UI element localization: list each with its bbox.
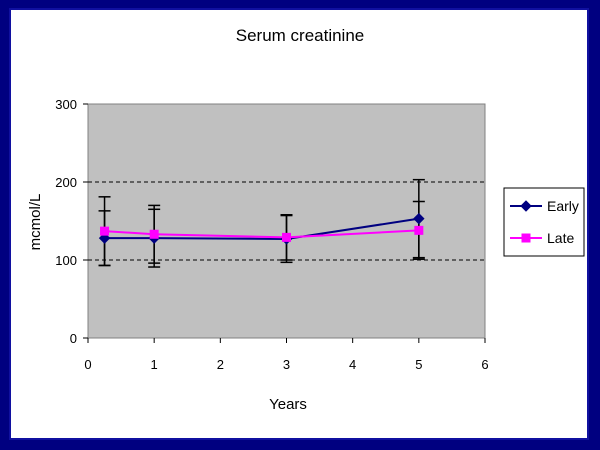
y-axis-title: mcmol/L <box>27 194 44 251</box>
x-tick-label-4: 4 <box>349 357 356 372</box>
y-tick-label-200: 200 <box>55 175 77 190</box>
x-tick-label-5: 5 <box>415 357 422 372</box>
legend-marker-early <box>520 200 532 212</box>
point-late-1 <box>149 229 159 239</box>
x-tick-labels: 0 1 2 3 4 5 6 <box>84 357 488 372</box>
legend-label-late: Late <box>547 230 574 246</box>
legend: Early Late <box>503 187 585 257</box>
error-bars <box>98 178 425 268</box>
x-tick-label-2: 2 <box>217 357 224 372</box>
x-axis-title: Years <box>269 396 307 413</box>
x-tick-label-0: 0 <box>84 357 91 372</box>
legend-marker-late <box>521 233 531 243</box>
axes <box>83 103 486 343</box>
y-tick-label-300: 300 <box>55 97 77 112</box>
y-tick-label-100: 100 <box>55 253 77 268</box>
chart-title: Serum creatinine <box>236 26 365 45</box>
point-late-3 <box>414 225 424 235</box>
x-tick-label-1: 1 <box>151 357 158 372</box>
x-tick-label-6: 6 <box>481 357 488 372</box>
y-tick-label-0: 0 <box>70 331 77 346</box>
point-late-0 <box>100 226 110 236</box>
legend-box <box>503 187 585 257</box>
line-late <box>104 229 419 239</box>
x-tick-label-3: 3 <box>283 357 290 372</box>
point-early-0 <box>98 232 111 244</box>
series-lines <box>98 212 425 245</box>
y-tick-labels: 0 100 200 300 <box>55 97 77 346</box>
point-late-2 <box>282 232 291 242</box>
point-early-3 <box>413 212 425 225</box>
line-early <box>104 217 419 240</box>
legend-label-early: Early <box>547 198 579 214</box>
